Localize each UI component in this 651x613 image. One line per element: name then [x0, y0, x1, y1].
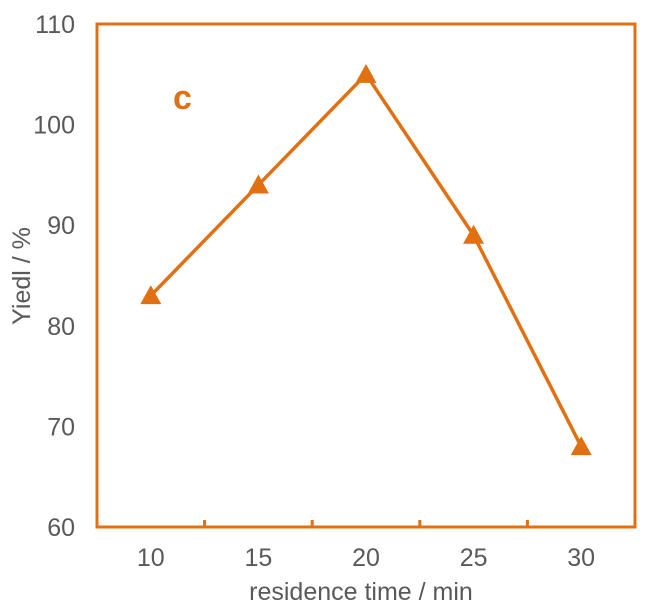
y-tick-label: 70: [47, 413, 75, 441]
x-tick-label: 15: [244, 544, 272, 572]
x-tick-marks: [203, 520, 529, 527]
data-point-marker: [570, 436, 592, 456]
x-tick-label: 20: [352, 544, 380, 572]
data-point-marker: [247, 174, 269, 194]
data-point-marker: [355, 63, 377, 83]
panel-label: c: [173, 79, 192, 117]
x-tick-label: 25: [460, 544, 488, 572]
x-tick-label: 30: [567, 544, 595, 572]
x-axis-label: residence time / min: [249, 578, 473, 606]
y-tick-label: 100: [33, 112, 75, 140]
y-tick-label: 110: [35, 11, 75, 39]
series-line: [149, 72, 583, 448]
y-tick-label: 80: [47, 313, 75, 341]
plot-frame: [95, 22, 637, 529]
x-tick-label: 10: [137, 544, 165, 572]
y-axis-label: Yiedl / %: [8, 227, 36, 325]
series-markers: [140, 63, 592, 456]
y-tick-label: 90: [47, 212, 75, 240]
y-tick-label: 60: [47, 514, 75, 542]
data-point-marker: [140, 285, 162, 305]
data-point-marker: [463, 224, 485, 244]
x-tick-labels: 10 15 20 25 30: [137, 544, 595, 572]
y-tick-labels: 60 70 80 90 100 110: [33, 11, 75, 542]
